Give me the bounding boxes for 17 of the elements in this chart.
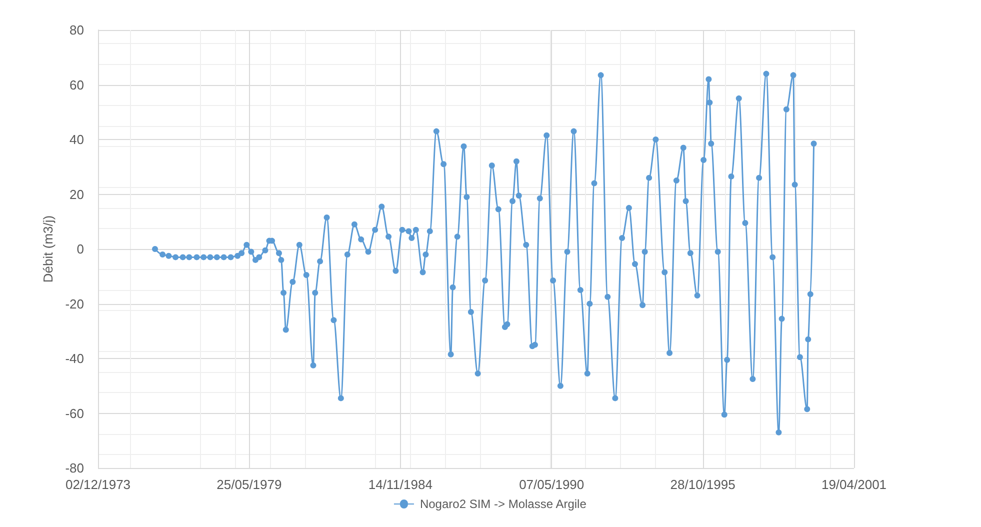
y-axis-title: Débit (m3/j) xyxy=(40,215,56,283)
y-tick-label: -20 xyxy=(65,296,84,312)
x-tick-label: 02/12/1973 xyxy=(65,477,131,492)
x-tick-label: 28/10/1995 xyxy=(670,477,736,492)
y-tick-label: -40 xyxy=(65,351,84,366)
y-tick-label: 40 xyxy=(70,132,84,147)
y-tick-label: 0 xyxy=(76,242,84,256)
x-tick-label: 25/05/1979 xyxy=(216,477,282,492)
x-tick-label: 19/04/2001 xyxy=(821,477,887,492)
y-tick-label: -80 xyxy=(65,460,84,476)
y-tick-label: 80 xyxy=(70,22,84,38)
x-tick-label: 14/11/1984 xyxy=(368,477,432,492)
y-tick-label: -60 xyxy=(65,406,84,421)
x-tick-label: 07/05/1990 xyxy=(519,477,584,492)
y-tick-label: 20 xyxy=(70,186,84,202)
y-tick-label: 60 xyxy=(70,77,84,92)
legend-label: Nogaro2 SIM -> Molasse Argile xyxy=(420,497,587,511)
